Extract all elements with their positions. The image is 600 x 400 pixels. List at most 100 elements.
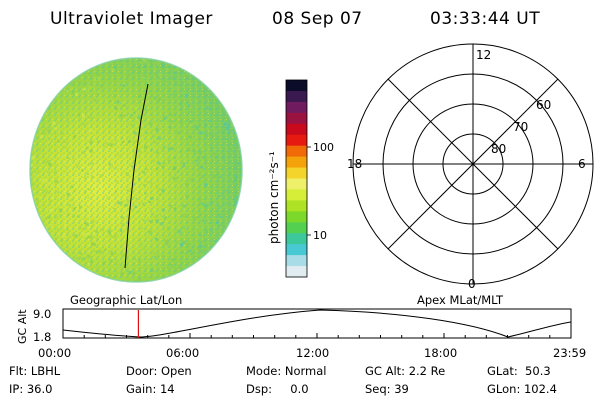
image-pixel xyxy=(58,209,63,213)
image-pixel xyxy=(89,149,93,153)
y-tick-9: 9.0 xyxy=(33,307,51,321)
image-pixel xyxy=(88,247,91,249)
image-pixel xyxy=(142,135,144,137)
image-pixel xyxy=(235,273,239,276)
image-pixel xyxy=(108,166,112,170)
image-pixel xyxy=(83,254,88,258)
image-pixel xyxy=(168,70,172,74)
colorbar-segment xyxy=(286,266,307,278)
image-pixel xyxy=(192,265,195,269)
image-pixel xyxy=(169,85,172,88)
image-pixel xyxy=(91,242,95,246)
image-pixel xyxy=(202,219,205,222)
image-pixel xyxy=(145,109,148,112)
image-pixel xyxy=(138,150,142,153)
image-pixel xyxy=(204,172,207,175)
image-pixel xyxy=(63,224,67,227)
image-pixel xyxy=(195,234,200,239)
image-pixel xyxy=(230,106,233,110)
image-pixel xyxy=(101,60,103,62)
image-pixel xyxy=(182,142,185,146)
image-pixel xyxy=(147,181,150,184)
image-pixel xyxy=(41,267,45,271)
image-pixel xyxy=(95,235,99,239)
image-pixel xyxy=(138,95,140,98)
image-pixel xyxy=(221,156,225,160)
image-pixel xyxy=(54,253,57,256)
image-pixel xyxy=(143,59,147,63)
image-pixel xyxy=(224,78,227,81)
image-pixel xyxy=(199,143,203,147)
image-pixel xyxy=(237,235,240,239)
image-pixel xyxy=(129,116,132,119)
image-pixel xyxy=(72,214,76,218)
image-pixel xyxy=(63,272,66,275)
image-pixel xyxy=(32,72,35,75)
image-pixel xyxy=(93,232,95,234)
image-pixel xyxy=(199,131,203,135)
image-pixel xyxy=(176,83,179,86)
image-pixel xyxy=(136,238,141,243)
image-pixel xyxy=(155,128,159,132)
image-pixel xyxy=(66,145,68,147)
image-pixel xyxy=(125,123,128,127)
colorbar-segment xyxy=(286,233,307,245)
image-pixel xyxy=(99,84,103,88)
image-pixel xyxy=(192,246,194,249)
image-pixel xyxy=(57,228,60,231)
image-pixel xyxy=(38,232,40,234)
image-pixel xyxy=(68,151,71,155)
image-pixel xyxy=(163,89,167,93)
image-pixel xyxy=(142,246,146,251)
image-pixel xyxy=(189,238,193,242)
image-pixel xyxy=(239,82,242,85)
image-pixel xyxy=(148,201,150,204)
image-pixel xyxy=(236,65,240,68)
image-pixel xyxy=(204,183,208,187)
image-pixel xyxy=(215,261,220,265)
image-pixel xyxy=(161,165,165,169)
image-pixel xyxy=(211,257,214,260)
colorbar-segment xyxy=(286,112,307,125)
image-pixel xyxy=(46,168,48,170)
image-pixel xyxy=(66,116,68,119)
image-pixel xyxy=(142,183,145,186)
image-pixel xyxy=(121,185,124,188)
image-pixel xyxy=(160,214,162,217)
image-pixel xyxy=(70,198,73,202)
image-pixel xyxy=(110,252,114,256)
image-pixel xyxy=(87,115,91,119)
image-pixel xyxy=(193,149,196,153)
image-pixel xyxy=(49,269,52,271)
image-pixel xyxy=(93,258,96,261)
image-pixel xyxy=(110,227,112,230)
image-pixel xyxy=(36,170,39,173)
image-pixel xyxy=(122,84,125,87)
image-pixel xyxy=(87,263,90,266)
image-pixel xyxy=(36,174,39,177)
image-pixel xyxy=(142,61,144,63)
image-pixel xyxy=(176,248,179,250)
image-pixel xyxy=(154,78,158,82)
image-pixel xyxy=(99,174,103,178)
image-pixel xyxy=(129,137,131,139)
image-pixel xyxy=(121,136,124,139)
image-pixel xyxy=(208,222,211,224)
image-pixel xyxy=(50,256,53,259)
image-pixel xyxy=(91,162,94,165)
image-pixel xyxy=(174,228,179,232)
image-pixel xyxy=(180,243,184,247)
image-pixel xyxy=(138,177,141,181)
ip-status: IP: 36.0 xyxy=(9,382,53,396)
image-pixel xyxy=(232,198,235,200)
image-pixel xyxy=(223,224,225,227)
image-pixel xyxy=(33,170,36,173)
image-pixel xyxy=(69,65,73,69)
image-pixel xyxy=(89,173,92,176)
image-pixel xyxy=(126,253,130,257)
image-pixel xyxy=(172,177,175,180)
image-pixel xyxy=(181,251,184,254)
image-pixel xyxy=(43,60,47,64)
image-pixel xyxy=(210,133,212,136)
image-pixel xyxy=(197,124,201,127)
